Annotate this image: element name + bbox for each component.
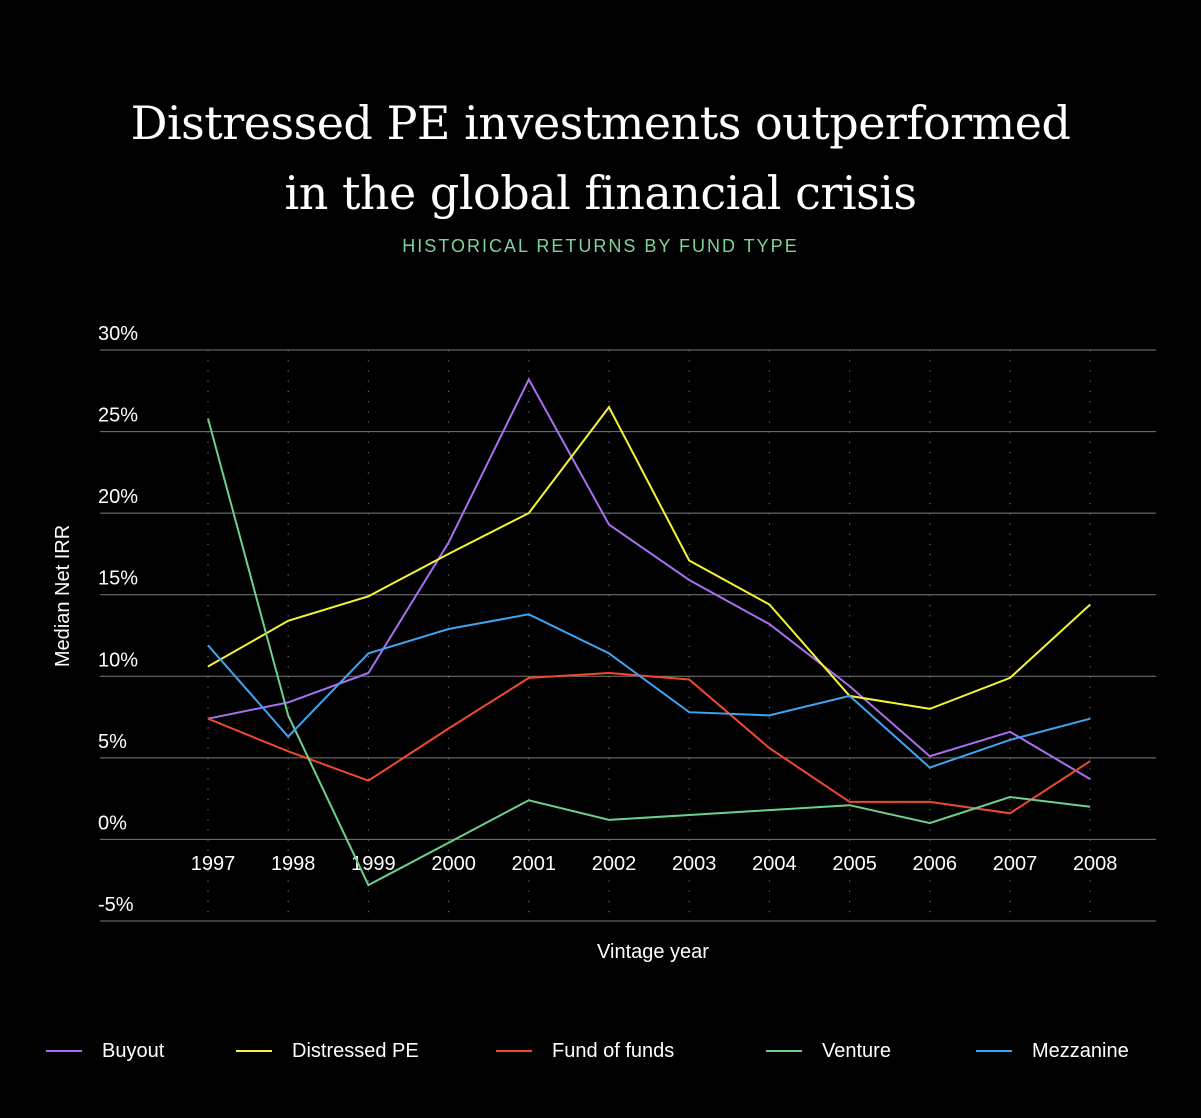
chart-subtitle: HISTORICAL RETURNS BY FUND TYPE bbox=[402, 236, 799, 256]
series-line-venture bbox=[207, 418, 1091, 887]
legend-label: Venture bbox=[822, 1039, 891, 1062]
series-line-fund-of-funds bbox=[207, 671, 1091, 815]
x-axis-ticks: 1997 1998 1999 2000 2001 2002 2003 2004 2005 2006… bbox=[191, 853, 1118, 875]
legend-swatch bbox=[46, 1050, 82, 1052]
legend-item: Fund of funds bbox=[496, 1036, 674, 1066]
x-tick-label: 1998 bbox=[271, 853, 316, 875]
x-tick-label: 2000 bbox=[431, 853, 476, 875]
legend-swatch bbox=[236, 1050, 272, 1052]
y-tick-label: 0% bbox=[98, 812, 127, 834]
y-tick-label: 25% bbox=[98, 405, 138, 427]
line-chart: 30% 25% 20% 15% 10% 5% 0% -5% 1997 1998 1999 2000 2… bbox=[52, 323, 1156, 963]
series-lines bbox=[207, 377, 1091, 887]
y-tick-label: -5% bbox=[98, 894, 134, 916]
series-line-buyout bbox=[207, 377, 1091, 780]
y-tick-label: 5% bbox=[98, 731, 127, 753]
legend-swatch bbox=[976, 1050, 1012, 1052]
gridlines bbox=[100, 349, 1156, 922]
y-axis-label: Median Net IRR bbox=[52, 525, 74, 667]
x-tick-label: 2005 bbox=[832, 853, 877, 875]
x-tick-label: 2006 bbox=[913, 853, 958, 875]
legend: Buyout Distressed PE Fund of funds Venture M… bbox=[0, 1036, 1201, 1066]
legend-swatch bbox=[496, 1050, 532, 1052]
series-line-mezzanine bbox=[207, 613, 1091, 769]
x-axis-label: Vintage year bbox=[597, 941, 709, 963]
legend-label: Distressed PE bbox=[292, 1039, 419, 1062]
y-tick-label: 20% bbox=[98, 486, 138, 508]
chart-title-line-1: Distressed PE investments outperformed bbox=[130, 96, 1071, 150]
x-tick-label: 2008 bbox=[1073, 853, 1118, 875]
x-tick-label: 2004 bbox=[752, 853, 797, 875]
y-axis-ticks: 30% 25% 20% 15% 10% 5% 0% -5% bbox=[98, 323, 138, 916]
series-line-distressed-pe bbox=[207, 405, 1091, 710]
x-tick-label: 2003 bbox=[672, 853, 717, 875]
legend-item: Mezzanine bbox=[976, 1036, 1129, 1066]
legend-item: Venture bbox=[766, 1036, 891, 1066]
x-tick-label: 1999 bbox=[351, 853, 396, 875]
x-tick-label: 2001 bbox=[512, 853, 557, 875]
y-tick-label: 15% bbox=[98, 568, 138, 590]
legend-label: Buyout bbox=[102, 1039, 165, 1062]
legend-swatch bbox=[766, 1050, 802, 1052]
chart-title-line-2: in the global financial crisis bbox=[284, 166, 917, 220]
x-tick-label: 2007 bbox=[993, 853, 1038, 875]
x-tick-label: 1997 bbox=[191, 853, 236, 875]
y-tick-label: 10% bbox=[98, 649, 138, 671]
chart-title: Distressed PE investments outperformed i… bbox=[0, 88, 1201, 228]
legend-item: Buyout bbox=[46, 1036, 164, 1066]
legend-label: Mezzanine bbox=[1032, 1039, 1129, 1062]
x-tick-label: 2002 bbox=[592, 853, 637, 875]
legend-item: Distressed PE bbox=[236, 1036, 419, 1066]
legend-label: Fund of funds bbox=[552, 1039, 675, 1062]
y-tick-label: 30% bbox=[98, 323, 138, 345]
